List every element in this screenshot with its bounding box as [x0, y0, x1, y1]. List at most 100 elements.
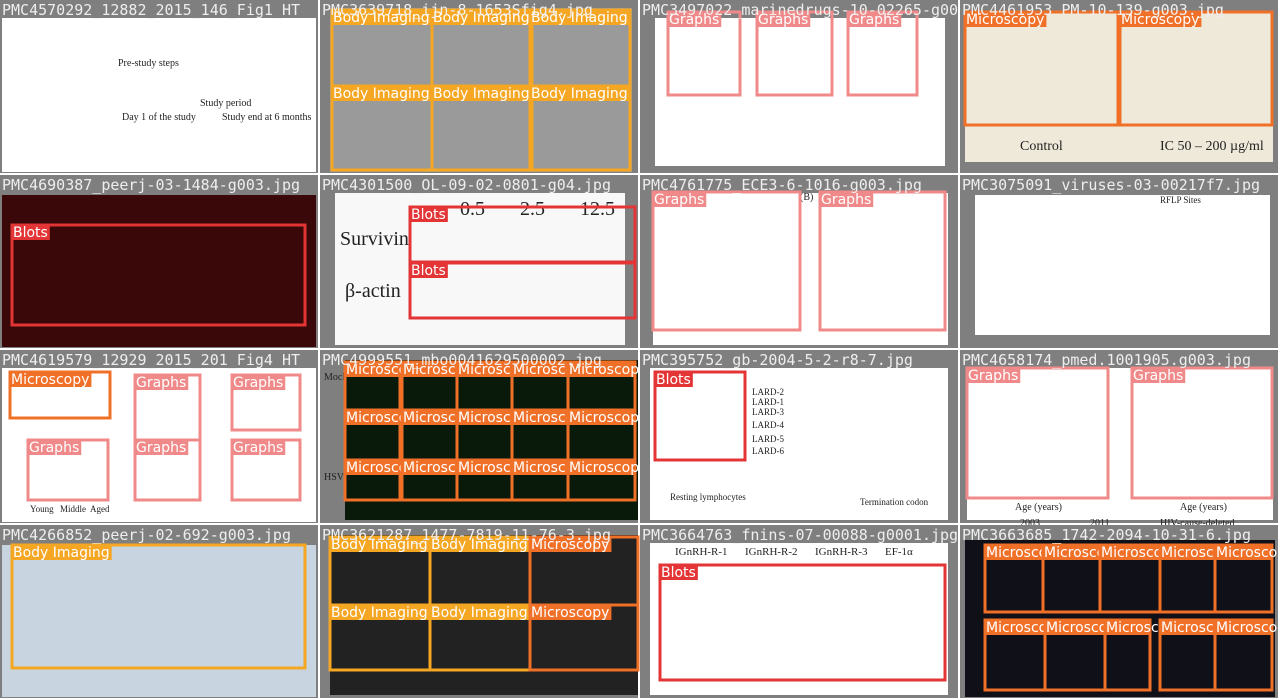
label-tag — [331, 9, 432, 25]
label-text: Microscopy — [569, 460, 647, 476]
figure-image — [650, 368, 948, 520]
label-tag — [667, 11, 722, 27]
figure-text: Control — [1020, 139, 1063, 154]
figure-text: Study end at 6 months — [222, 112, 312, 123]
label-tag — [1119, 11, 1202, 27]
label-text: Blots — [411, 263, 446, 279]
figure-image — [967, 368, 1273, 520]
file-name: PMC3639718_ijn-8-1653Sfig4.jpg — [322, 1, 593, 19]
label-tag — [329, 536, 430, 552]
figure-image — [2, 18, 316, 172]
label-tag — [654, 371, 693, 387]
label-tag — [1099, 544, 1161, 560]
figure-text: LARD-2 — [752, 387, 784, 397]
label-text: Blots — [411, 207, 446, 223]
label-tag — [659, 564, 698, 580]
label-tag — [456, 409, 513, 425]
tile: Control IC 50 – 200 µg/ml Microscopy Micros… — [960, 0, 1278, 173]
figure-text: β-actin — [345, 280, 401, 302]
label-tag — [329, 604, 430, 620]
figure-image — [650, 543, 948, 695]
label-box — [10, 223, 307, 327]
label-tag — [9, 371, 92, 387]
label-tag — [431, 9, 532, 25]
label-tag — [1214, 619, 1273, 635]
file-name: PMC3497022_marinedrugs-10-02265-g00 — [642, 1, 958, 19]
tile: Young Middle Aged Microscopy Graphs Graphs Gra… — [0, 350, 318, 523]
label-tag — [456, 361, 513, 377]
label-box — [965, 366, 1110, 500]
label-text: Microscopy — [1121, 12, 1199, 28]
label-text: Body Imaging — [331, 605, 428, 621]
figure-text: LARD-3 — [752, 407, 784, 417]
label-tag — [231, 439, 286, 455]
figure-text: Study period — [200, 98, 251, 109]
label-text: Body Imaging — [433, 86, 530, 102]
label-tag — [1104, 619, 1151, 635]
label-text: Microscopy — [569, 362, 647, 378]
label-text: Blots — [656, 372, 691, 388]
figure-image — [655, 18, 945, 166]
figure-text: Day 1 of the study — [122, 112, 196, 123]
label-tag — [529, 604, 612, 620]
label-text: Graphs — [669, 12, 719, 28]
label-text: Graphs — [233, 375, 283, 391]
label-tag — [567, 361, 636, 377]
label-tag — [1042, 544, 1101, 560]
figure-text: Age (years) — [1015, 502, 1062, 513]
file-name: PMC4999551_mbo0041629500002.jpg — [322, 351, 602, 369]
label-tag — [652, 191, 707, 207]
label-tag — [409, 206, 448, 222]
label-text: Graphs — [758, 12, 808, 28]
label-tag — [984, 544, 1044, 560]
figure-text: Pre-study steps — [118, 58, 179, 69]
file-name: PMC4301500_OL-09-02-0801-g04.jpg — [322, 176, 611, 194]
label-tag — [344, 409, 401, 425]
label-tag — [1159, 619, 1216, 635]
figure-text: (B) — [800, 192, 813, 203]
label-tag — [529, 9, 630, 25]
label-tag — [344, 459, 401, 475]
label-text: Body Imaging — [331, 537, 428, 553]
figure-text: 12.5 — [580, 198, 615, 220]
label-tag — [1159, 544, 1216, 560]
figure-text: Survivin — [340, 228, 409, 250]
label-box — [653, 370, 747, 462]
figure-text: 0.5 — [460, 198, 485, 220]
label-tag — [401, 361, 458, 377]
file-name: PMC4690387_peerj-03-1484-g003.jpg — [2, 176, 300, 194]
label-tag — [1214, 544, 1273, 560]
tile: MockHSV-1MicroscopyMicroscopyMicroscopyM… — [320, 350, 647, 523]
figure-text: EF-1α — [885, 546, 913, 558]
label-text: Graphs — [849, 12, 899, 28]
file-name: PMC3664763_fnins-07-00088-g0001.jpg — [642, 526, 958, 544]
label-tag — [847, 11, 902, 27]
figure-text: Aged — [90, 504, 110, 514]
label-tag — [429, 536, 530, 552]
figure-image — [345, 360, 638, 520]
label-tag — [511, 361, 569, 377]
label-tag — [401, 409, 458, 425]
label-text: Body Imaging — [333, 10, 430, 26]
label-text: Body Imaging — [333, 86, 430, 102]
label-text: Graphs — [136, 375, 186, 391]
file-name: PMC4658174_pmed.1001905.g003.jpg — [962, 351, 1251, 369]
label-text: Body Imaging — [431, 605, 528, 621]
label-tag — [431, 85, 532, 101]
label-tag — [11, 544, 112, 560]
label-text: Body Imaging — [431, 537, 528, 553]
file-name: PMC4570292_12882_2015_146_Fig1_HT — [2, 1, 300, 19]
tile: MicroscopyMicroscopyMicroscopyMicroscopy… — [960, 525, 1280, 698]
label-box — [658, 563, 947, 682]
label-text: Graphs — [29, 440, 79, 456]
figure-text: Termination codon — [860, 497, 929, 507]
label-tag — [409, 262, 448, 278]
label-tag — [429, 604, 530, 620]
tile: RFLP SitesPMC3075091_viruses-03-00217f7.… — [960, 175, 1278, 348]
label-tag — [1044, 619, 1106, 635]
label-tag — [344, 361, 401, 377]
figure-text: RFLP Sites — [1160, 195, 1201, 205]
figure-text: Resting lymphocytes — [670, 492, 746, 502]
